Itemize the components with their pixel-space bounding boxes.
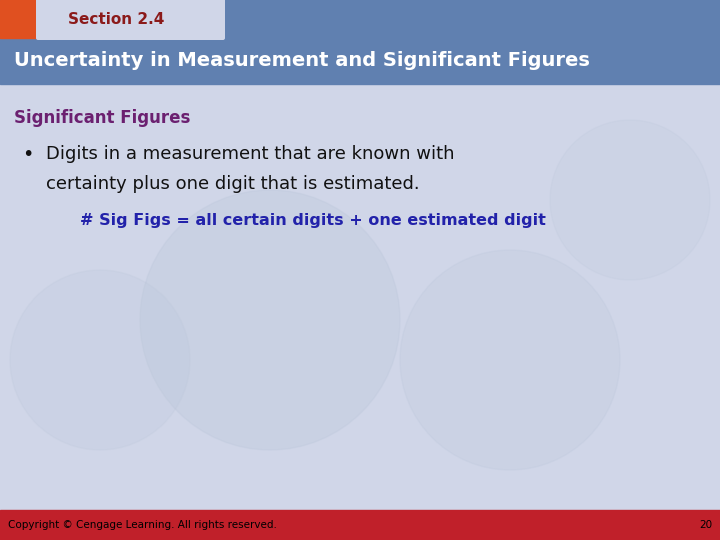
Circle shape [550, 120, 710, 280]
Text: Significant Figures: Significant Figures [14, 109, 190, 127]
Text: # Sig Figs = all certain digits + one estimated digit: # Sig Figs = all certain digits + one es… [80, 213, 546, 228]
Text: 20: 20 [699, 520, 712, 530]
Bar [0, 0, 720, 38]
Bar [0, 0, 38, 38]
Circle shape [10, 270, 190, 450]
Text: Digits in a measurement that are known with: Digits in a measurement that are known w… [46, 145, 454, 164]
Text: Copyright © Cengage Learning. All rights reserved.: Copyright © Cengage Learning. All rights… [8, 520, 277, 530]
Text: Section 2.4: Section 2.4 [68, 11, 164, 26]
Text: certainty plus one digit that is estimated.: certainty plus one digit that is estimat… [46, 176, 420, 193]
Bar [0, 510, 720, 540]
Text: •: • [22, 145, 33, 164]
Circle shape [400, 250, 620, 470]
FancyBboxPatch shape [36, 0, 225, 40]
Text: Uncertainty in Measurement and Significant Figures: Uncertainty in Measurement and Significa… [14, 51, 590, 71]
Circle shape [140, 190, 400, 450]
Bar [0, 38, 720, 84]
